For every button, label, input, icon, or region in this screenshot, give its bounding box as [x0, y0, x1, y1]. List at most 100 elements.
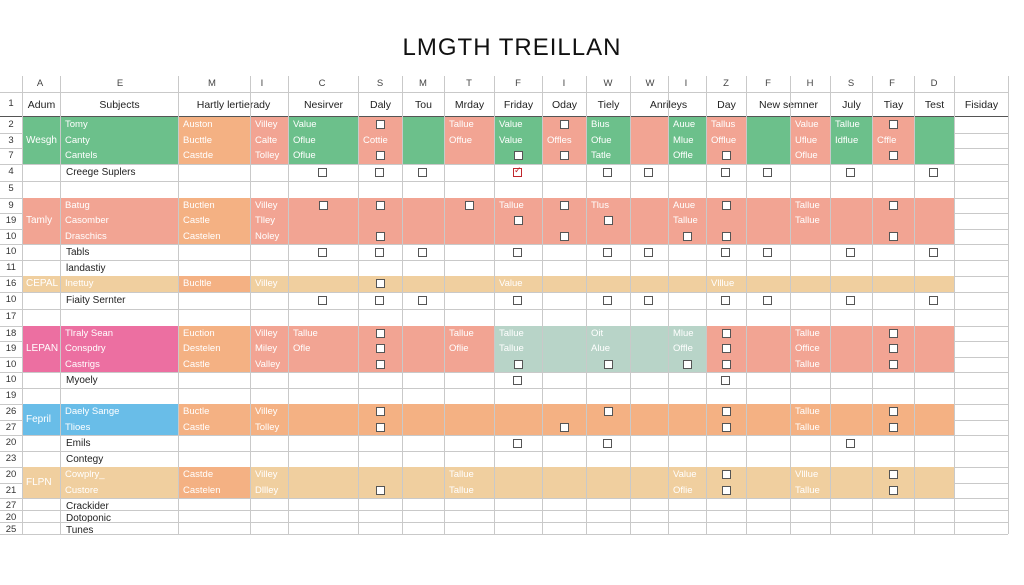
table-cell[interactable]: Auue	[668, 117, 706, 133]
column-letter[interactable]: F	[765, 78, 771, 89]
table-cell[interactable]	[746, 419, 790, 435]
table-cell[interactable]: Tallue	[790, 482, 830, 498]
table-cell[interactable]	[746, 341, 790, 357]
checkbox[interactable]	[418, 295, 427, 305]
table-cell[interactable]	[914, 228, 954, 244]
table-cell[interactable]: Tolley	[250, 148, 288, 164]
row-number[interactable]: 26	[5, 406, 17, 417]
table-cell[interactable]	[288, 482, 358, 498]
checkbox[interactable]	[644, 167, 653, 177]
checkbox[interactable]	[846, 167, 855, 177]
table-cell[interactable]	[872, 482, 914, 498]
table-cell[interactable]: Cottie	[358, 132, 402, 148]
checkbox[interactable]	[375, 295, 384, 305]
checkbox[interactable]	[376, 485, 385, 495]
table-cell[interactable]: Value	[790, 117, 830, 133]
row-number[interactable]: 10	[5, 374, 17, 385]
table-cell[interactable]: Euction	[178, 325, 250, 341]
table-cell[interactable]	[872, 213, 914, 229]
table-cell[interactable]: Tallue	[790, 419, 830, 435]
checkbox[interactable]	[889, 120, 898, 130]
row-number[interactable]: 20	[5, 437, 17, 448]
table-cell[interactable]: Villey	[250, 197, 288, 213]
table-cell[interactable]	[914, 276, 954, 292]
table-cell[interactable]	[358, 117, 402, 133]
table-cell[interactable]	[790, 228, 830, 244]
column-letter[interactable]: E	[116, 78, 124, 89]
table-cell[interactable]: Castle	[178, 419, 250, 435]
table-cell[interactable]	[444, 356, 494, 372]
table-cell[interactable]	[914, 467, 954, 483]
table-cell[interactable]	[914, 341, 954, 357]
table-cell[interactable]	[402, 197, 444, 213]
table-cell[interactable]	[630, 341, 668, 357]
table-cell[interactable]: Value	[668, 467, 706, 483]
table-cell[interactable]	[830, 482, 872, 498]
table-cell[interactable]	[830, 276, 872, 292]
table-cell[interactable]: Bius	[586, 117, 630, 133]
table-cell[interactable]	[358, 356, 402, 372]
column-letter[interactable]: F	[889, 78, 895, 89]
table-cell[interactable]	[630, 197, 668, 213]
table-cell[interactable]	[746, 197, 790, 213]
table-cell[interactable]: Tolley	[250, 419, 288, 435]
checkbox[interactable]	[846, 295, 855, 305]
table-cell[interactable]	[358, 467, 402, 483]
checkbox[interactable]	[644, 295, 653, 305]
table-cell[interactable]	[668, 356, 706, 372]
checkbox[interactable]	[889, 231, 898, 241]
table-cell[interactable]	[542, 404, 586, 420]
table-cell[interactable]: Castelen	[178, 228, 250, 244]
table-cell[interactable]	[872, 228, 914, 244]
table-cell[interactable]	[914, 419, 954, 435]
table-cell[interactable]	[746, 228, 790, 244]
column-header[interactable]: Tiely	[586, 93, 630, 117]
checkbox[interactable]	[722, 200, 731, 210]
column-letter[interactable]: I	[562, 78, 566, 89]
table-cell[interactable]	[586, 228, 630, 244]
table-cell[interactable]	[914, 404, 954, 420]
row-number[interactable]: 4	[8, 165, 14, 177]
table-cell[interactable]	[402, 117, 444, 133]
table-cell[interactable]: Casomber	[60, 213, 178, 229]
table-cell[interactable]: Office	[790, 341, 830, 357]
checkbox[interactable]	[722, 407, 731, 417]
table-cell[interactable]	[872, 419, 914, 435]
table-cell[interactable]: Ofue	[586, 132, 630, 148]
checkbox[interactable]	[560, 200, 569, 210]
table-cell[interactable]	[494, 482, 542, 498]
table-cell[interactable]: Castelen	[178, 482, 250, 498]
table-cell[interactable]	[542, 213, 586, 229]
row-number[interactable]: 7	[8, 150, 14, 161]
checkbox[interactable]	[376, 200, 385, 210]
column-letter[interactable]: I	[684, 78, 688, 89]
table-cell[interactable]	[872, 356, 914, 372]
checkbox[interactable]	[603, 167, 612, 177]
table-cell[interactable]: Value	[494, 276, 542, 292]
table-cell[interactable]: Canty	[60, 132, 178, 148]
table-cell[interactable]: Tallue	[790, 404, 830, 420]
column-letter[interactable]: Z	[723, 78, 729, 89]
checkbox[interactable]	[722, 344, 731, 354]
checkbox[interactable]	[604, 359, 613, 369]
table-cell[interactable]: Tallue	[790, 325, 830, 341]
checkbox[interactable]	[318, 295, 327, 305]
table-cell[interactable]	[358, 341, 402, 357]
checkbox[interactable]	[514, 359, 523, 369]
table-cell[interactable]: Villey	[250, 467, 288, 483]
table-cell[interactable]: Value	[494, 117, 542, 133]
table-cell[interactable]	[494, 467, 542, 483]
checkbox[interactable]	[376, 328, 385, 338]
column-header[interactable]: Adum	[22, 93, 60, 117]
table-cell[interactable]	[630, 213, 668, 229]
table-cell[interactable]	[830, 325, 872, 341]
checkbox[interactable]	[889, 359, 898, 369]
checkbox[interactable]	[721, 248, 730, 257]
table-cell[interactable]	[914, 325, 954, 341]
table-cell[interactable]	[402, 341, 444, 357]
row-number[interactable]: 19	[5, 390, 17, 401]
table-cell[interactable]	[872, 341, 914, 357]
table-cell[interactable]: Tallue	[444, 467, 494, 483]
table-cell[interactable]: Inettuy	[60, 276, 178, 292]
table-cell[interactable]	[668, 419, 706, 435]
